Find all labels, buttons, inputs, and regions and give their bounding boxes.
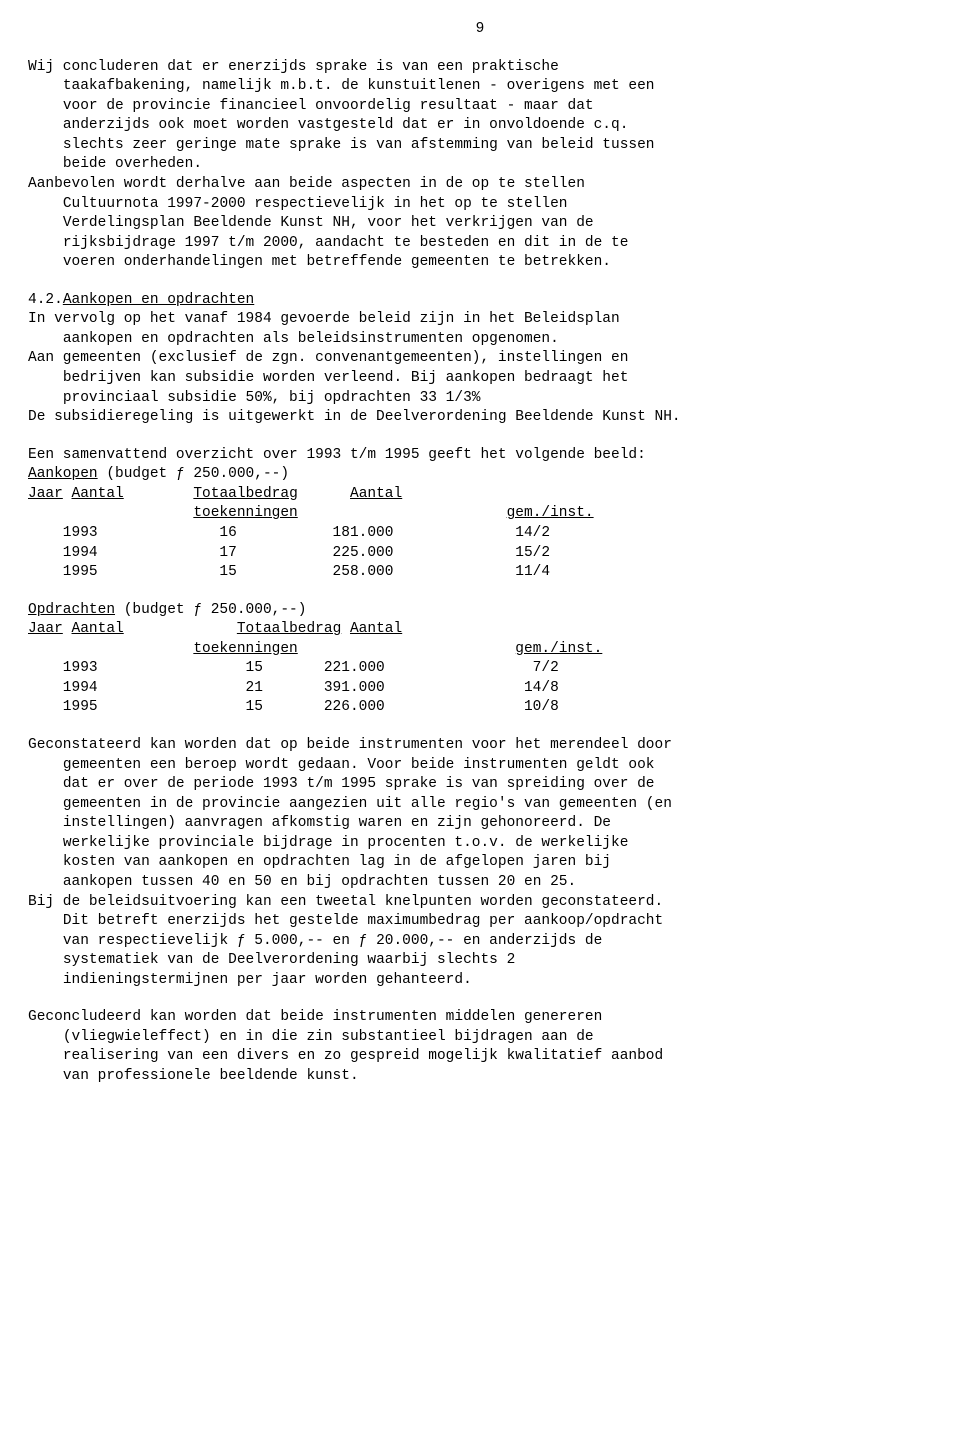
opdrachten-budget: (budget ƒ 250.000,--) [115,602,306,618]
paragraph-4-2-body: In vervolg op het vanaf 1984 gevoerde be… [28,310,932,427]
section-4-2: 4.2.Aankopen en opdrachten In vervolg op… [28,291,932,428]
opdrachten-label: Opdrachten [28,602,115,618]
opdrachten-table-body: 1993 15 221.000 7/2 1994 21 391.000 14/8… [28,659,932,718]
paragraph-conclusion-1: Geconstateerd kan worden dat op beide in… [28,736,932,990]
paragraph-conclusion-2: Geconcludeerd kan worden dat beide instr… [28,1008,932,1086]
aankopen-table-header: Jaar Aantal Totaalbedrag Aantal toekenni… [28,485,932,524]
aankopen-block: Een samenvattend overzicht over 1993 t/m… [28,446,932,583]
aankopen-budget: (budget ƒ 250.000,--) [98,466,289,482]
section-number: 4.2. [28,292,63,308]
paragraph-intro: Wij concluderen dat er enerzijds sprake … [28,58,932,273]
opdrachten-block: Opdrachten (budget ƒ 250.000,--) Jaar Aa… [28,601,932,718]
aankopen-label: Aankopen [28,466,98,482]
section-title: Aankopen en opdrachten [63,292,254,308]
aankopen-heading: Aankopen (budget ƒ 250.000,--) [28,465,932,485]
aankopen-table-body: 1993 16 181.000 14/2 1994 17 225.000 15/… [28,524,932,583]
opdrachten-table-header: Jaar Aantal Totaalbedrag Aantal toekenni… [28,620,932,659]
overview-intro: Een samenvattend overzicht over 1993 t/m… [28,446,932,466]
page-number: 9 [28,20,932,40]
opdrachten-heading: Opdrachten (budget ƒ 250.000,--) [28,601,932,621]
